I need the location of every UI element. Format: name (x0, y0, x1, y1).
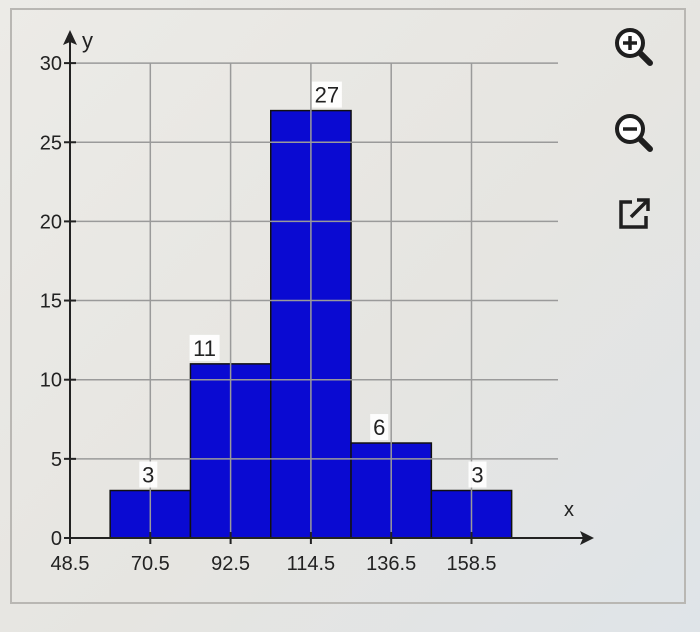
data-label: 3 (142, 463, 154, 488)
x-tick-label: 48.5 (51, 553, 90, 575)
x-tick-label: 92.5 (211, 553, 250, 575)
y-tick-label: 0 (51, 528, 62, 550)
external-link-icon (619, 198, 650, 229)
data-label-bg (311, 81, 342, 108)
x-axis-label: x (564, 499, 574, 521)
y-axis-arrow (63, 30, 77, 45)
zoom-in-button[interactable] (608, 22, 656, 70)
y-tick-label: 25 (40, 132, 62, 154)
y-axis-label: y (82, 28, 93, 53)
open-external-button[interactable] (610, 190, 658, 238)
zoom-out-icon (615, 114, 653, 152)
y-tick-label: 15 (40, 291, 62, 313)
data-label: 11 (193, 336, 216, 361)
panel-frame (10, 8, 686, 604)
data-label: 3 (471, 463, 483, 488)
x-axis-arrow (580, 531, 594, 545)
y-tick-label: 30 (40, 53, 62, 75)
data-label-bg (139, 461, 158, 488)
x-tick-label: 136.5 (366, 553, 416, 575)
y-tick-label: 5 (51, 449, 62, 471)
data-label-bg (189, 334, 220, 361)
zoom-in-icon (615, 28, 653, 66)
y-tick-label: 10 (40, 370, 62, 392)
data-label-bg (468, 461, 487, 488)
data-label: 27 (315, 83, 339, 108)
zoom-out-button[interactable] (608, 108, 656, 156)
data-label-bg (370, 414, 389, 441)
x-tick-label: 70.5 (131, 553, 170, 575)
y-tick-label: 20 (40, 211, 62, 233)
x-tick-label: 158.5 (446, 553, 496, 575)
x-tick-label: 114.5 (287, 553, 336, 575)
data-label: 6 (373, 415, 385, 440)
